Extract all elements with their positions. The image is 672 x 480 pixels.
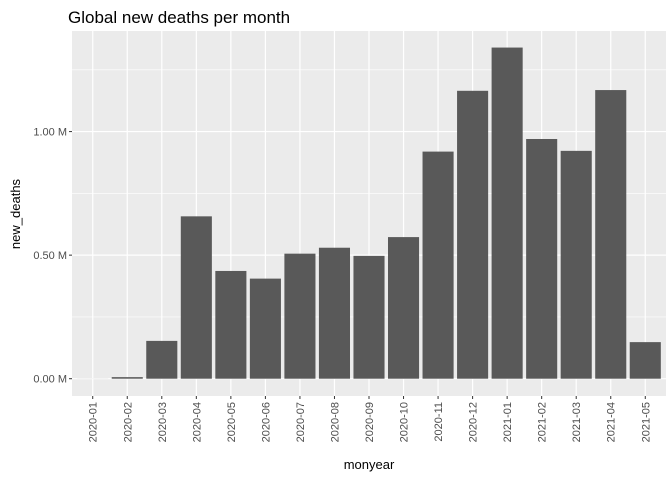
x-tick-label: 2020-07 <box>295 402 307 442</box>
x-tick-label: 2020-09 <box>364 402 376 442</box>
bar-2020-08 <box>318 247 351 379</box>
x-tick-label: 2020-11 <box>433 402 445 442</box>
y-axis-title: new_deaths <box>8 178 23 249</box>
bar-2020-12 <box>457 90 489 379</box>
x-tick-label: 2020-02 <box>122 402 134 442</box>
x-axis: 2020-01 2020-02 2020-03 2020-04 2020-05 2020-… <box>88 396 652 442</box>
bar-2021-04 <box>595 90 627 379</box>
x-tick-label: 2020-10 <box>399 402 411 442</box>
bar-2020-09 <box>353 255 385 379</box>
bar-2021-02 <box>526 138 558 379</box>
x-tick-label: 2020-05 <box>226 402 238 442</box>
bar-2020-06 <box>249 278 281 379</box>
y-tick-label: 1.00 M <box>33 127 67 139</box>
x-tick-label: 2020-04 <box>191 402 203 442</box>
bar-2020-04 <box>180 216 212 379</box>
x-tick-label: 2021-02 <box>537 402 549 442</box>
x-tick-label: 2021-01 <box>502 402 514 442</box>
bar-2020-03 <box>146 340 178 379</box>
x-axis-title: monyear <box>344 457 395 472</box>
x-tick-label: 2021-04 <box>606 402 618 442</box>
x-tick-label: 2020-08 <box>329 402 341 442</box>
chart-title: Global new deaths per month <box>68 8 290 27</box>
bar-2020-02 <box>111 377 143 379</box>
bar-2020-05 <box>215 270 247 379</box>
x-tick-label: 2020-12 <box>468 402 480 442</box>
bar-2020-11 <box>422 151 454 379</box>
bar-2020-07 <box>284 253 316 379</box>
bar-2020-10 <box>387 237 420 379</box>
bars <box>77 47 661 379</box>
y-tick-label: 0.50 M <box>33 250 67 262</box>
x-tick-label: 2021-05 <box>640 402 652 442</box>
x-tick-label: 2020-01 <box>88 402 100 442</box>
y-axis: 0.00 M 0.50 M 1.00 M <box>33 127 72 386</box>
bar-2021-01 <box>491 47 523 379</box>
y-tick-label: 0.00 M <box>33 374 67 386</box>
bar-2021-05 <box>629 342 661 379</box>
x-tick-label: 2020-06 <box>260 402 272 442</box>
bar-2021-03 <box>560 150 592 379</box>
x-tick-label: 2020-03 <box>157 402 169 442</box>
x-tick-label: 2021-03 <box>571 402 583 442</box>
